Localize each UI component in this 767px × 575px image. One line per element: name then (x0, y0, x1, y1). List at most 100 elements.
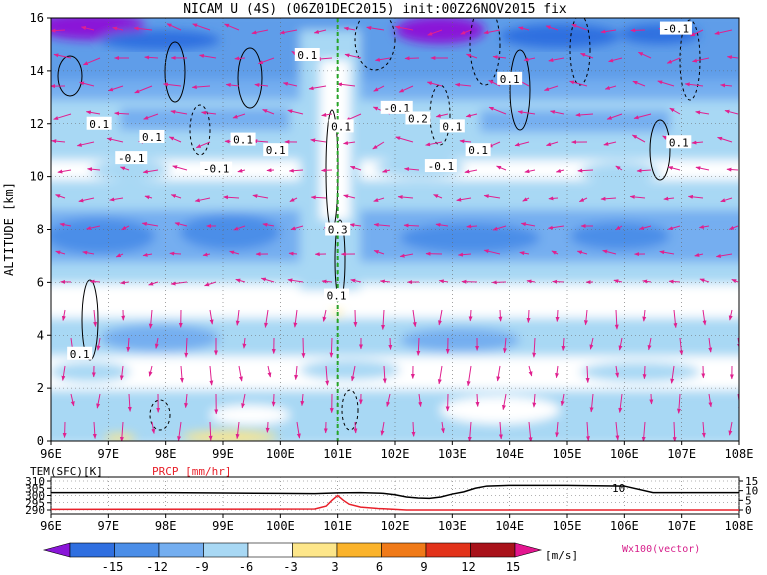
contour-label-bg (666, 135, 692, 149)
wind-vector (235, 278, 246, 283)
wind-vector (695, 166, 710, 171)
surface-left-tick-label: 295 (25, 497, 45, 510)
wind-vector (148, 281, 159, 286)
wind-vector (265, 421, 270, 433)
contour-label: -0.1 (383, 102, 410, 115)
wind-vector (585, 421, 590, 441)
wind-vector (632, 80, 646, 87)
wind-vector (57, 169, 72, 174)
wind-vector (731, 278, 739, 283)
heatmap-panel: 0.1-0.10.1-0.10.20.10.1 0.10.1 0.10.10.1-0… (2, 11, 753, 461)
colorbar-box (114, 542, 160, 558)
contour-label-bg (328, 119, 354, 133)
wind-vector (649, 393, 654, 405)
wind-vector (373, 197, 385, 202)
wind-vector (290, 225, 304, 231)
wind-vector (440, 421, 445, 434)
wind-vector (87, 167, 101, 172)
wind-vector (502, 337, 507, 354)
wind-vector (76, 141, 95, 147)
wind-vector (114, 111, 130, 116)
wind-vector (615, 165, 623, 171)
wind-vector (349, 223, 362, 228)
wind-vector (170, 194, 182, 199)
wind-vector (108, 85, 124, 92)
wind-vector (264, 309, 269, 328)
wind-vector (467, 421, 472, 441)
contour-label-bg (324, 288, 350, 302)
surface-series-left (51, 484, 739, 500)
x-tick-label: 101E (323, 447, 352, 461)
wind-vector (382, 168, 391, 173)
colorbar-box (203, 542, 249, 558)
x-tick-label: 107E (667, 447, 696, 461)
wind-vector (194, 197, 211, 203)
wind-vector (694, 252, 704, 257)
wind-vector (580, 53, 594, 59)
wind-vector (238, 365, 243, 382)
wind-vector (289, 197, 298, 203)
wind-vector (267, 365, 272, 378)
wind-vector (96, 393, 101, 409)
wind-vector (600, 196, 617, 201)
wind-vector (585, 365, 590, 384)
contour-label-bg (200, 161, 233, 175)
wind-vector (546, 141, 559, 147)
wind-vector (252, 194, 269, 199)
surface-x-tick-label: 102E (381, 519, 410, 533)
wind-vector (321, 168, 333, 173)
wind-vector (242, 337, 247, 349)
wind-vector (724, 109, 739, 115)
wind-vector (633, 113, 652, 120)
wind-vector (142, 169, 159, 174)
wind-vector (708, 393, 713, 408)
contour-label: -0.1 (203, 163, 230, 176)
wind-vector (435, 113, 449, 118)
contour-label: 0.1 (89, 118, 109, 131)
wind-vector (142, 252, 153, 257)
wind-vector (608, 57, 623, 63)
wind-vector (127, 393, 132, 412)
wind-vector (475, 393, 480, 407)
wind-vector (224, 23, 240, 31)
wind-vector (262, 222, 275, 227)
wind-vector (576, 250, 588, 255)
wind-vector (659, 250, 675, 255)
contour-label: 0.1 (266, 144, 286, 157)
surface-x-tick-label: 108E (725, 519, 754, 533)
wind-vector (282, 81, 298, 87)
wind-vector (79, 81, 95, 87)
wind-vector (208, 421, 213, 441)
wind-vector (51, 28, 66, 33)
wind-vector (615, 365, 620, 378)
wind-vector (483, 29, 501, 35)
wind-vector (545, 25, 559, 31)
contour-label: 0.3 (328, 224, 348, 237)
wind-vector (85, 110, 101, 115)
wind-vector (209, 365, 214, 386)
wind-vector (438, 279, 449, 284)
wind-vector (679, 337, 684, 356)
wind-vector (106, 137, 124, 143)
wind-vector (321, 279, 333, 284)
wind-vector (522, 197, 530, 202)
x-tick-label: 106E (610, 447, 639, 461)
colorbar-box (69, 542, 115, 558)
wind-vector (144, 195, 153, 200)
contour-label-bg (380, 100, 413, 114)
wind-vector (532, 393, 537, 408)
surface-series (50, 484, 739, 511)
wind-vector (701, 421, 706, 438)
wind-vector (550, 110, 565, 115)
wind-vector (201, 110, 217, 115)
contour-label-bg (86, 116, 112, 130)
wind-vector (670, 365, 675, 384)
y-axis: 0 2 4 6 8 10 12 14 16 (30, 11, 51, 448)
wind-vector (577, 168, 594, 173)
colorbar-tick-label: -6 (239, 560, 253, 574)
wind-vector (454, 82, 472, 87)
wind-vector (717, 136, 733, 143)
surface-right-tick-label: 10 (745, 485, 758, 498)
contour-label: 0.1 (233, 134, 253, 147)
colorbar-tick-label: -9 (194, 560, 208, 574)
